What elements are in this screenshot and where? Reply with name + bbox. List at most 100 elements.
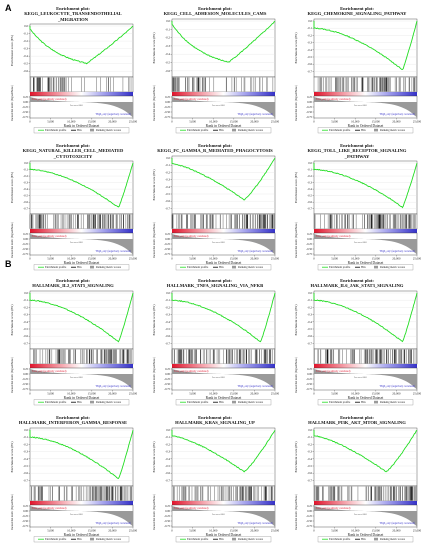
gsea-chart: 0.0 -0.1 -0.2 -0.3 -0.4 -0.5 -0.6 -0.7 Enrichmen… [10, 290, 138, 406]
x-tick-label: 0 [171, 257, 173, 261]
x-tick-label: 10,000 [209, 120, 218, 125]
es-tick-label: 0.0 [24, 428, 28, 432]
panel-title-line: _PATHWAY [344, 153, 370, 159]
legend-metric-swatch [232, 537, 236, 541]
panel-title-line: Enrichment plot: [56, 6, 90, 11]
x-tick-label: 15,000 [230, 257, 239, 262]
x-tick-label: 0 [313, 257, 315, 261]
legend-box [175, 264, 272, 271]
x-tick-label: 25,000 [129, 257, 138, 262]
es-tick-label: -0.5 [23, 194, 28, 198]
hits-frame [29, 76, 134, 93]
es-tick-label: 0.0 [166, 291, 170, 295]
rank-tick-label: 0.00 [307, 373, 312, 376]
es-plot-frame [171, 290, 276, 350]
x-axis-label: Rank in Ordered Dataset [206, 396, 242, 400]
positive-correlation-label: 'Low_exp' (positively correlated) [316, 235, 350, 238]
panel-title: Enrichment plot: HALLMARK_IL6_JAK_STAT3_S… [289, 278, 424, 289]
x-tick-label: 15,000 [230, 392, 239, 397]
rank-tick-label: -0.50 [22, 111, 28, 114]
x-tick-label: 10,000 [209, 529, 218, 534]
es-axis-label: Enrichment score (ES) [294, 442, 298, 473]
rank-tick-label: -0.75 [306, 525, 312, 528]
rank-color-bar [30, 92, 133, 96]
legend-box [317, 536, 414, 543]
es-tick-label: -0.5 [307, 327, 312, 331]
es-tick-label: -0.7 [307, 341, 312, 345]
rank-tick-label: 0.25 [307, 233, 312, 236]
es-tick-label: -0.4 [307, 48, 312, 52]
es-tick-label: 0.0 [166, 428, 170, 432]
legend-es-label: Enrichment profile [187, 129, 209, 132]
es-tick-label: 0.0 [166, 156, 170, 160]
x-tick-label: 10,000 [67, 257, 76, 262]
rank-axis-label: Ranked list metric (Signal2Noise) [295, 357, 298, 393]
panel-title-line: Enrichment plot: [198, 143, 232, 148]
legend-es-label: Enrichment profile [187, 266, 209, 269]
panel-title: Enrichment plot: KEGG_CHEMOKINE_SIGNALING… [289, 6, 424, 17]
rank-color-bar [314, 92, 417, 96]
es-tick-label: -0.5 [165, 61, 170, 65]
es-tick-label: -0.2 [307, 174, 312, 178]
es-plot-frame [29, 290, 134, 350]
es-tick-label: -0.5 [23, 62, 28, 66]
ranking-metric-area [314, 97, 417, 118]
x-tick-label: 20,000 [250, 257, 259, 262]
rank-tick-label: 0.25 [165, 368, 170, 371]
panel-title-line: KEGG_LEUKOCYTE_TRANSENDOTHELIAL [24, 11, 122, 17]
panel-title-line: HALLMARK_TNFA_SIGNALING_VIA_NFKB [166, 283, 264, 289]
hits-frame [29, 485, 134, 502]
es-axis-label: Enrichment score (ES) [10, 35, 14, 66]
ranking-metric-area [314, 234, 417, 255]
rank-color-bar [172, 92, 275, 96]
rank-tick-label: 0.00 [23, 238, 28, 241]
panel-title-line: HALLMARK_IL2_STAT5_SIGNALING [32, 283, 114, 289]
rank-tick-label: 0.00 [165, 373, 170, 376]
es-tick-label: -0.5 [23, 464, 28, 468]
panel-title: Enrichment plot: HALLMARK_TNFA_SIGNALING_… [147, 278, 283, 289]
x-tick-label: 0 [171, 529, 173, 533]
es-tick-label: -0.3 [307, 41, 312, 45]
es-tick-label: -0.7 [165, 206, 170, 210]
enrichment-profile-line [313, 292, 418, 343]
x-tick-label: 25,000 [413, 392, 422, 397]
zero-cross-label: Zero cross at 16800 [212, 377, 225, 379]
rank-tick-label: -0.75 [22, 253, 28, 256]
es-tick-label: -0.4 [165, 185, 170, 189]
es-tick-label: -0.7 [165, 478, 170, 482]
es-axis-label: Enrichment score (ES) [294, 305, 298, 336]
x-tick-label: 10,000 [351, 120, 360, 125]
legend-metric-label: Ranking metric scores [238, 401, 263, 404]
es-tick-label: -0.6 [23, 471, 28, 475]
rank-axis-label: Ranked list metric (Signal2Noise) [11, 85, 14, 121]
panel-title-line: HALLMARK_IL6_JAK_STAT3_SIGNALING [310, 283, 404, 289]
x-tick-label: 25,000 [129, 120, 138, 125]
es-tick-label: -0.1 [165, 163, 170, 167]
legend-box [175, 127, 272, 134]
x-tick-label: 5,000 [189, 392, 196, 397]
hits-frame [171, 76, 276, 93]
es-axis-label: Enrichment score (ES) [294, 33, 298, 64]
rank-tick-label: -0.25 [22, 243, 28, 246]
legend-hits-label: Hits [361, 401, 366, 404]
legend-metric-label: Ranking metric scores [380, 538, 405, 541]
x-tick-label: 0 [313, 529, 315, 533]
es-tick-label: 0.0 [308, 161, 312, 165]
rank-tick-label: -0.75 [22, 388, 28, 391]
x-tick-label: 15,000 [88, 120, 97, 125]
x-tick-label: 5,000 [189, 529, 196, 534]
legend-es-label: Enrichment profile [45, 401, 67, 404]
panel-title-line: KEGG_NATURAL_KILLER_CELL_MEDIATED [22, 148, 124, 154]
es-tick-label: -0.7 [307, 69, 312, 73]
x-tick-label: 0 [29, 120, 31, 124]
x-tick-label: 20,000 [392, 257, 401, 262]
gsea-chart: 0.0 -0.1 -0.2 -0.3 -0.4 -0.5 -0.6 -0.7 Enrichmen… [294, 160, 422, 271]
rank-tick-label: 0.25 [23, 96, 28, 99]
x-tick-label: 5,000 [331, 257, 338, 262]
es-plot-frame [313, 427, 418, 487]
rank-color-bar [314, 364, 417, 368]
es-tick-label: -0.1 [165, 435, 170, 439]
zero-cross-label: Zero cross at 16800 [354, 105, 367, 107]
rank-color-bar [30, 501, 133, 505]
es-plot-frame [171, 155, 276, 215]
